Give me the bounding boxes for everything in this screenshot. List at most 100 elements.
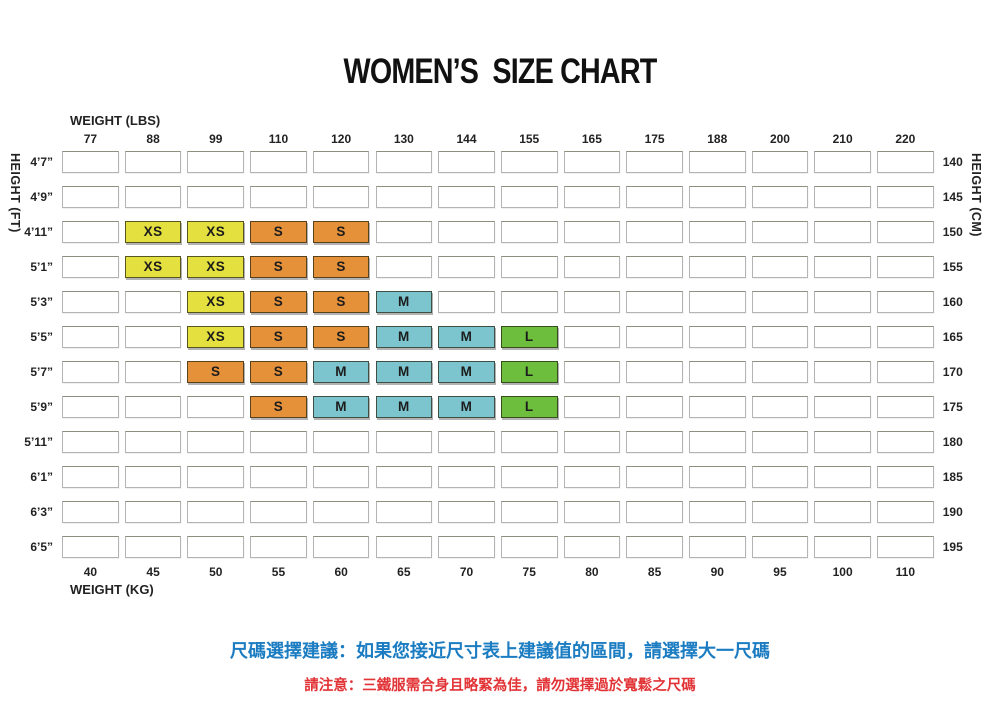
empty-cell	[438, 221, 495, 243]
empty-cell	[563, 326, 621, 348]
empty-cell	[626, 501, 683, 523]
empty-cell	[751, 536, 809, 558]
empty-cell	[563, 431, 621, 453]
empty-cell	[814, 221, 871, 243]
empty-cell	[688, 186, 746, 208]
empty-cell	[500, 431, 558, 453]
footer-spacer	[11, 565, 56, 580]
empty-cell	[375, 151, 433, 173]
empty-cell	[751, 466, 809, 488]
empty-cell	[500, 151, 558, 173]
empty-cell	[62, 466, 119, 488]
empty-cell	[688, 291, 746, 313]
weight-kg-tick: 55	[271, 565, 286, 579]
empty-cell	[563, 221, 621, 243]
weight-lbs-tick: 155	[519, 132, 540, 146]
weight-lbs-axis-label: WEIGHT (LBS)	[70, 113, 161, 128]
empty-cell	[877, 396, 934, 418]
weight-lbs-tick: 120	[331, 132, 352, 146]
empty-cell	[500, 186, 558, 208]
table-row: 5’9” S M M M L 175	[11, 396, 985, 418]
empty-cell	[62, 291, 119, 313]
weight-kg-tick: 95	[773, 565, 787, 579]
table-row: 4’11” XS XS S S 150	[11, 221, 985, 243]
empty-cell	[124, 151, 182, 173]
empty-cell	[375, 536, 433, 558]
empty-cell	[626, 431, 683, 453]
empty-cell	[877, 536, 934, 558]
empty-cell	[250, 186, 307, 208]
size-cell-s: S	[250, 326, 307, 348]
size-cell-s: S	[312, 221, 370, 243]
empty-cell	[751, 431, 809, 453]
table-row: 5’5” XS S S M M L 165	[11, 326, 985, 348]
size-cell-l: L	[500, 396, 558, 418]
empty-cell	[751, 151, 809, 173]
size-cell-m: M	[438, 396, 495, 418]
size-cell-m: M	[375, 291, 433, 313]
height-ft-tick: 6’3”	[30, 505, 53, 519]
weight-lbs-tick: 220	[895, 132, 916, 146]
empty-cell	[62, 151, 119, 173]
height-cm-tick: 150	[942, 225, 963, 239]
empty-cell	[375, 256, 433, 278]
empty-cell	[626, 361, 683, 383]
weight-lbs-tick: 200	[769, 132, 790, 146]
empty-cell	[438, 186, 495, 208]
empty-cell	[688, 536, 746, 558]
size-cell-s: S	[187, 361, 245, 383]
empty-cell	[312, 431, 370, 453]
weight-kg-tick: 90	[710, 565, 724, 579]
empty-cell	[438, 256, 495, 278]
empty-cell	[688, 326, 746, 348]
empty-cell	[312, 536, 370, 558]
table-row: 6’5” 195	[11, 536, 985, 558]
empty-cell	[751, 326, 809, 348]
empty-cell	[688, 151, 746, 173]
size-cell-s: S	[250, 256, 307, 278]
empty-cell	[124, 431, 182, 453]
empty-cell	[375, 501, 433, 523]
weight-lbs-tick: 144	[456, 132, 477, 146]
empty-cell	[250, 151, 307, 173]
size-cell-m: M	[312, 361, 370, 383]
empty-cell	[814, 186, 871, 208]
table-row: 5’1” XS XS S S 155	[11, 256, 985, 278]
empty-cell	[877, 501, 934, 523]
weight-kg-footer-row: 40 45 50 55 60 65 70 75 80 85 90 95 100 110	[11, 565, 985, 580]
height-ft-tick: 4’11”	[24, 225, 53, 239]
height-cm-tick: 195	[942, 540, 963, 554]
table-row: 6’3” 190	[11, 501, 985, 523]
height-cm-tick: 160	[942, 295, 963, 309]
empty-cell	[500, 256, 558, 278]
height-ft-tick: 6’5”	[30, 540, 53, 554]
table-row: 4’7” 140	[11, 151, 985, 173]
size-cell-s: S	[250, 361, 307, 383]
empty-cell	[877, 291, 934, 313]
size-cell-xs: XS	[187, 326, 245, 348]
weight-kg-tick: 85	[647, 565, 662, 579]
empty-cell	[877, 186, 934, 208]
size-grid: 4’7” 140 4’9” 145 4’11” XS XS S S 150 5’1” XS XS S S 15…	[11, 151, 985, 571]
empty-cell	[814, 361, 871, 383]
empty-cell	[563, 361, 621, 383]
empty-cell	[250, 501, 307, 523]
empty-cell	[563, 186, 621, 208]
header-spacer	[11, 132, 56, 147]
weight-lbs-tick: 210	[832, 132, 853, 146]
empty-cell	[814, 151, 871, 173]
empty-cell	[62, 221, 119, 243]
empty-cell	[626, 151, 683, 173]
empty-cell	[500, 466, 558, 488]
empty-cell	[438, 501, 495, 523]
footer-spacer	[940, 565, 985, 580]
empty-cell	[563, 291, 621, 313]
height-ft-tick: 4’7”	[30, 155, 53, 169]
empty-cell	[124, 501, 182, 523]
height-ft-axis-label: HEIGHT (FT)	[8, 153, 22, 233]
empty-cell	[124, 291, 182, 313]
height-cm-tick: 190	[942, 505, 963, 519]
empty-cell	[626, 256, 683, 278]
empty-cell	[751, 256, 809, 278]
empty-cell	[877, 361, 934, 383]
